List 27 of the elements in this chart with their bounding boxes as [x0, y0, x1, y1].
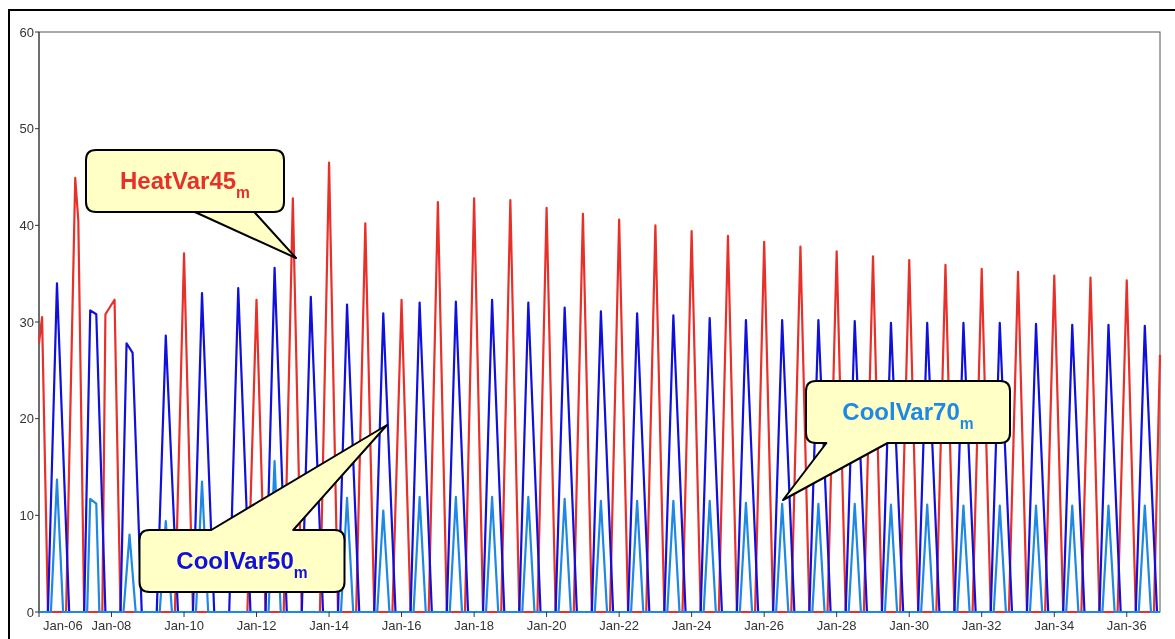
x-tick-label: Jan-12: [236, 618, 277, 633]
x-tick-label: Jan-22: [599, 618, 640, 633]
line-series: [37, 460, 1162, 614]
x-tick-label: Jan-10: [164, 618, 204, 633]
x-tick-label: Jan-08: [91, 618, 132, 633]
annotation: HeatVar45$_{m}$: [120, 167, 250, 201]
x-tick-label: Jan-06: [43, 618, 83, 633]
y-tick-label: 50: [19, 121, 34, 137]
annotation: CoolVar70$_{m}$: [842, 398, 974, 432]
x-tick-label: Jan-36: [1106, 618, 1147, 633]
x-tick-label: Jan-16: [381, 618, 422, 633]
x-tick-label: Jan-28: [816, 618, 857, 633]
x-tick-label: Jan-18: [454, 618, 494, 633]
x-tick-label: Jan-26: [744, 618, 785, 633]
annotation: CoolVar50$_{m}$: [176, 547, 308, 581]
x-tick-label: Jan-32: [961, 618, 1002, 633]
x-tick-label: Jan-34: [1034, 618, 1075, 633]
y-tick-label: 0: [26, 604, 34, 620]
x-tick-label: Jan-14: [309, 618, 349, 633]
x-tick-label: Jan-20: [526, 618, 567, 633]
y-tick-label: 40: [19, 217, 34, 233]
x-tick-label: Jan-24: [671, 618, 712, 633]
y-tick-label: 20: [19, 411, 34, 427]
y-tick-label: 60: [19, 24, 34, 40]
y-tick-label: 10: [19, 507, 34, 523]
x-tick-label: Jan-30: [889, 618, 930, 633]
y-tick-label: 30: [19, 314, 34, 330]
